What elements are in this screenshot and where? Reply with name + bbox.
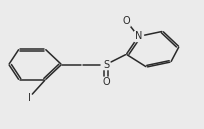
Text: S: S [103,59,109,70]
Text: I: I [28,93,30,103]
Text: O: O [122,16,130,26]
Text: O: O [102,77,110,87]
Text: N: N [135,31,142,41]
